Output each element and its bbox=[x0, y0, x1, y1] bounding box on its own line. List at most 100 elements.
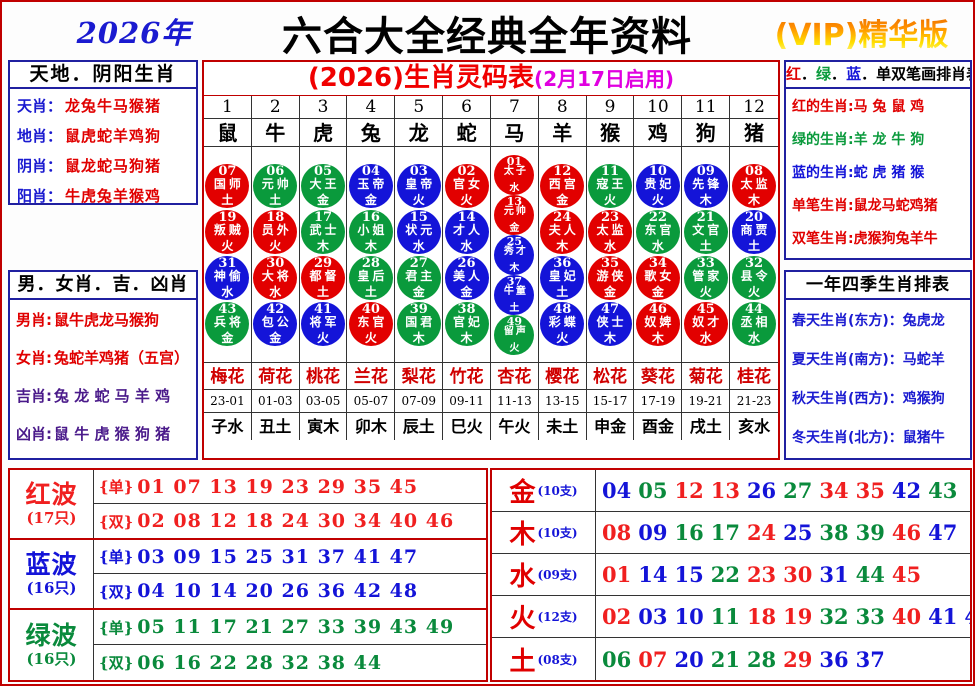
element-number[interactable]: 20 bbox=[674, 646, 704, 672]
element-number[interactable]: 31 bbox=[819, 562, 849, 587]
zodiac-ball[interactable]: 30 大将水 bbox=[253, 256, 298, 300]
element-number[interactable]: 13 bbox=[710, 478, 740, 503]
element-number[interactable]: 36 bbox=[819, 646, 849, 672]
nanv-row-label: 吉肖: bbox=[16, 386, 52, 405]
zodiac-ball[interactable]: 28 皇后土 bbox=[348, 256, 393, 300]
element-number[interactable]: 11 bbox=[710, 604, 740, 629]
zodiac-ball[interactable]: 42 包公金 bbox=[253, 302, 298, 346]
zodiac-ball[interactable]: 27 君主金 bbox=[396, 256, 441, 300]
element-number[interactable]: 07 bbox=[638, 646, 668, 672]
element-number[interactable]: 46 bbox=[891, 520, 922, 545]
zodiac-ball[interactable]: 09 先锋木 bbox=[683, 164, 728, 208]
zodiac-ball[interactable]: 45 奴才水 bbox=[683, 302, 728, 346]
zodiac-ball[interactable]: 21 文官土 bbox=[683, 210, 728, 254]
element-number[interactable]: 28 bbox=[746, 646, 777, 672]
element-number[interactable]: 24 bbox=[746, 520, 777, 545]
zodiac-ball[interactable]: 06 元帅土 bbox=[253, 164, 298, 208]
element-number[interactable]: 35 bbox=[855, 478, 885, 503]
zodiac-ball[interactable]: 07 国师土 bbox=[205, 164, 250, 208]
zodiac-ball[interactable]: 08 太监木 bbox=[732, 164, 777, 208]
zodiac-ball[interactable]: 14 才人水 bbox=[444, 210, 489, 254]
zodiac-ball[interactable]: 26 美人金 bbox=[444, 256, 489, 300]
zodiac-ball[interactable]: 19 叛贼火 bbox=[205, 210, 250, 254]
zodiac-ball[interactable]: 17 武士木 bbox=[301, 210, 346, 254]
zodiac-ball[interactable]: 31 神偷水 bbox=[205, 256, 250, 300]
zodiac-ball[interactable]: 40 东官火 bbox=[348, 302, 393, 346]
element-number[interactable]: 43 bbox=[928, 478, 958, 503]
zodiac-ball[interactable]: 13 元帅金 bbox=[494, 195, 535, 235]
element-number[interactable]: 26 bbox=[746, 478, 777, 503]
element-number[interactable]: 48 bbox=[964, 604, 970, 629]
element-number[interactable]: 42 bbox=[891, 478, 922, 503]
element-number[interactable]: 22 bbox=[710, 562, 740, 587]
zodiac-ball[interactable]: 48 彩蝶火 bbox=[540, 302, 585, 346]
zodiac-ball[interactable]: 32 县令火 bbox=[732, 256, 777, 300]
element-number[interactable]: 12 bbox=[674, 478, 704, 503]
zodiac-ball[interactable]: 33 管家火 bbox=[683, 256, 728, 300]
zodiac-ball[interactable]: 22 东官水 bbox=[635, 210, 680, 254]
zodiac-ball[interactable]: 43 兵将金 bbox=[205, 302, 250, 346]
element-number[interactable]: 44 bbox=[855, 562, 885, 587]
element-number[interactable]: 08 bbox=[602, 520, 632, 545]
element-number[interactable]: 03 bbox=[638, 604, 668, 629]
zodiac-ball[interactable]: 36 皇妃土 bbox=[540, 256, 585, 300]
element-number[interactable]: 15 bbox=[674, 562, 704, 587]
zodiac-ball[interactable]: 25 秀才木 bbox=[494, 235, 535, 275]
element-number[interactable]: 16 bbox=[674, 520, 704, 545]
element-number[interactable]: 10 bbox=[674, 604, 704, 629]
element-number[interactable]: 01 bbox=[602, 562, 632, 587]
element-number[interactable]: 30 bbox=[783, 562, 813, 587]
element-number[interactable]: 47 bbox=[928, 520, 958, 545]
element-number[interactable]: 09 bbox=[638, 520, 668, 545]
element-number[interactable]: 23 bbox=[746, 562, 777, 587]
zodiac-name-cell: 猴 bbox=[586, 119, 635, 147]
element-number[interactable]: 41 bbox=[928, 604, 958, 629]
zodiac-ball[interactable]: 47 侠士木 bbox=[588, 302, 633, 346]
zodiac-ball[interactable]: 29 都督土 bbox=[301, 256, 346, 300]
element-number[interactable]: 38 bbox=[819, 520, 849, 545]
element-number[interactable]: 17 bbox=[710, 520, 740, 545]
zodiac-ball[interactable]: 46 奴婢木 bbox=[635, 302, 680, 346]
element-number[interactable]: 25 bbox=[783, 520, 813, 545]
element-number[interactable]: 37 bbox=[855, 646, 885, 672]
element-number[interactable]: 04 bbox=[602, 478, 632, 503]
element-number[interactable]: 21 bbox=[710, 646, 740, 672]
element-number[interactable]: 33 bbox=[855, 604, 885, 629]
zodiac-ball[interactable]: 12 西宫金 bbox=[540, 164, 585, 208]
zodiac-ball[interactable]: 34 歌女金 bbox=[635, 256, 680, 300]
zodiac-ball[interactable]: 01 太子水 bbox=[494, 155, 535, 195]
element-number[interactable]: 40 bbox=[891, 604, 922, 629]
zodiac-ball[interactable]: 35 游侠金 bbox=[588, 256, 633, 300]
element-number[interactable]: 45 bbox=[891, 562, 922, 587]
element-number[interactable]: 02 bbox=[602, 604, 632, 629]
zodiac-ball[interactable]: 39 国君木 bbox=[396, 302, 441, 346]
zodiac-ball[interactable]: 02 官女火 bbox=[444, 164, 489, 208]
zodiac-ball[interactable]: 11 寇王火 bbox=[588, 164, 633, 208]
zodiac-ball[interactable]: 05 大王金 bbox=[301, 164, 346, 208]
zodiac-ball[interactable]: 49 留声火 bbox=[494, 315, 535, 355]
pen-row-label: 红的生肖: bbox=[792, 98, 854, 115]
zodiac-ball[interactable]: 44 丞相水 bbox=[732, 302, 777, 346]
zodiac-ball[interactable]: 41 将军火 bbox=[301, 302, 346, 346]
element-number[interactable]: 06 bbox=[602, 646, 632, 672]
zodiac-ball[interactable]: 04 玉帝金 bbox=[348, 164, 393, 208]
element-number[interactable]: 05 bbox=[638, 478, 668, 503]
zodiac-ball[interactable]: 38 官妃木 bbox=[444, 302, 489, 346]
element-number[interactable]: 39 bbox=[855, 520, 885, 545]
zodiac-ball[interactable]: 10 贵妃火 bbox=[635, 164, 680, 208]
element-number[interactable]: 27 bbox=[783, 478, 813, 503]
element-number[interactable]: 34 bbox=[819, 478, 849, 503]
zodiac-ball[interactable]: 15 状元水 bbox=[396, 210, 441, 254]
zodiac-ball[interactable]: 16 小姐木 bbox=[348, 210, 393, 254]
zodiac-ball[interactable]: 37 牛童土 bbox=[494, 275, 535, 315]
element-number[interactable]: 18 bbox=[746, 604, 777, 629]
zodiac-ball[interactable]: 18 员外火 bbox=[253, 210, 298, 254]
element-number[interactable]: 14 bbox=[638, 562, 668, 587]
element-number[interactable]: 29 bbox=[783, 646, 813, 672]
zodiac-ball[interactable]: 20 商贾土 bbox=[732, 210, 777, 254]
zodiac-ball[interactable]: 23 太监水 bbox=[588, 210, 633, 254]
element-number[interactable]: 19 bbox=[783, 604, 813, 629]
element-number[interactable]: 32 bbox=[819, 604, 849, 629]
zodiac-ball[interactable]: 03 皇帝火 bbox=[396, 164, 441, 208]
zodiac-ball[interactable]: 24 夫人木 bbox=[540, 210, 585, 254]
